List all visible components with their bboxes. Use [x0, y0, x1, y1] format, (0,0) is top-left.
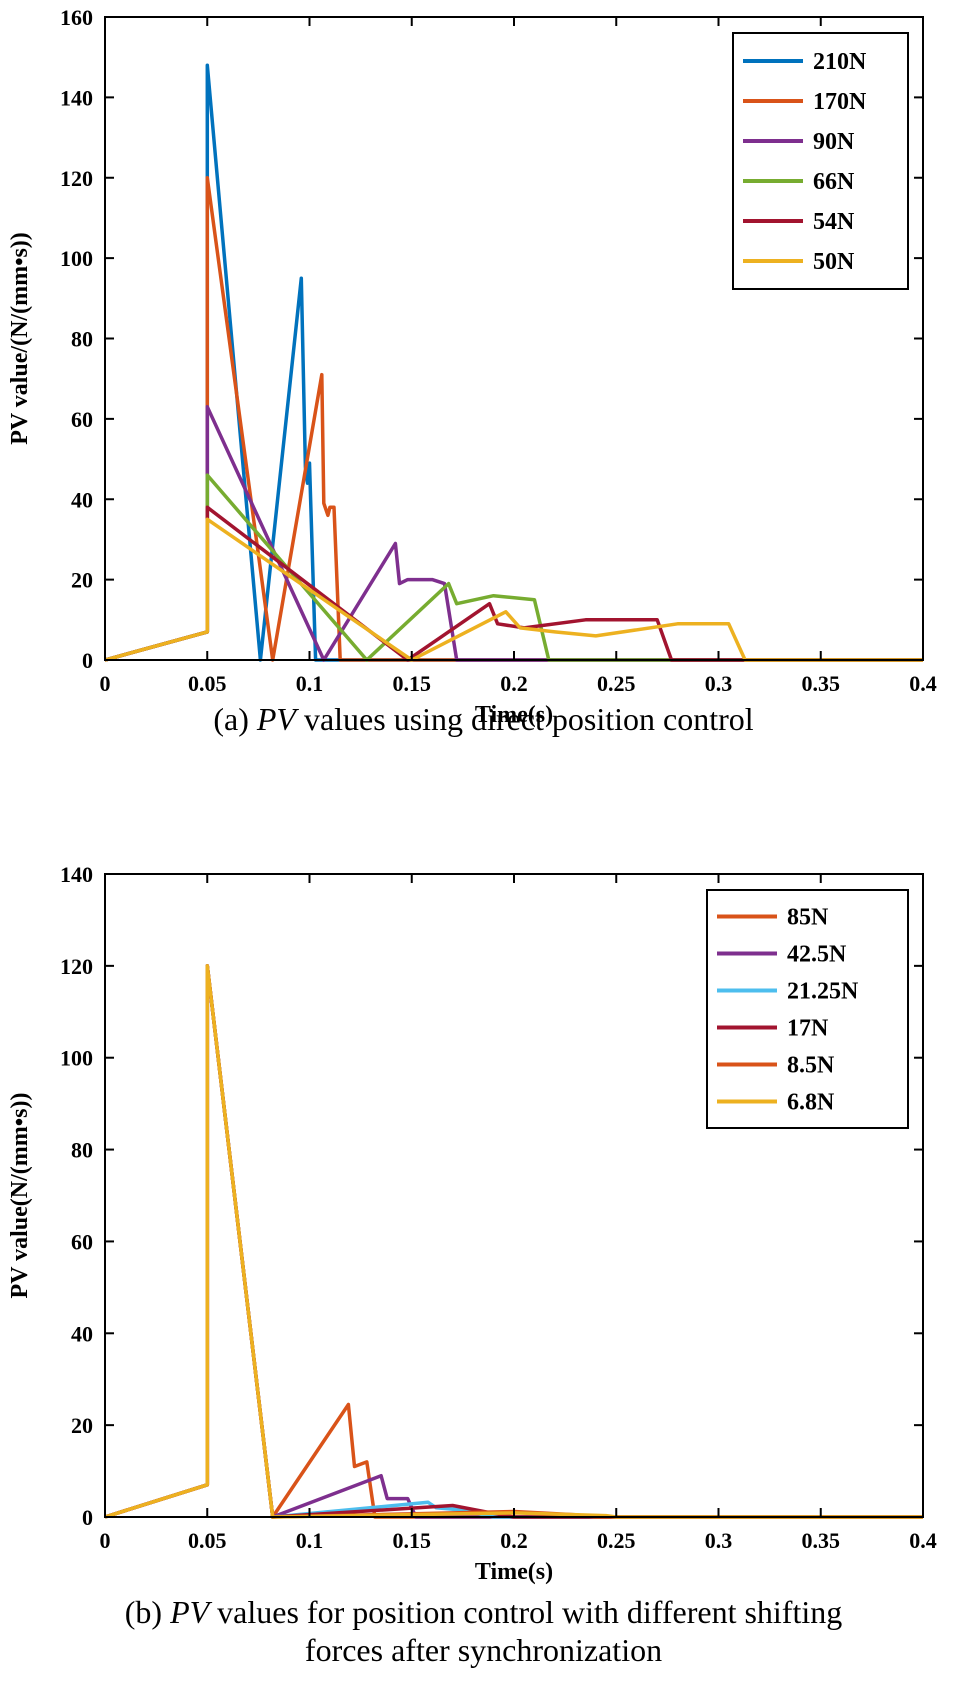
chart-b-legend-label: 42.5N — [787, 942, 847, 968]
chart-a-caption-label: (a) — [213, 701, 249, 737]
chart-a-series-line-5 — [104, 517, 923, 662]
chart-b-y-tick-label: 60 — [71, 1229, 93, 1254]
chart-b-y-tick-label: 80 — [71, 1138, 93, 1163]
chart-a-y-tick-label: 120 — [60, 166, 93, 191]
chart-b-y-tick-label: 140 — [60, 862, 93, 887]
chart-a-y-tick-label: 140 — [60, 85, 93, 110]
chart-b: 0 0.05 0.1 0.15 0.2 0.25 0.3 0.35 0.4 0 20 40 60 80 10… — [7, 862, 937, 1585]
chart-b-x-tick-label: 0.15 — [393, 1528, 432, 1553]
chart-b-x-tick-label: 0.3 — [705, 1528, 733, 1553]
chart-a-y-tick-label: 40 — [71, 487, 93, 512]
chart-a-y-tick-label: 60 — [71, 407, 93, 432]
chart-a-legend-label: 170N — [813, 89, 867, 115]
chart-b-x-tick-label: 0.4 — [909, 1528, 937, 1553]
chart-a-caption: (a) PV values using direct position cont… — [0, 700, 967, 738]
chart-b-y-tick-label: 0 — [82, 1505, 93, 1530]
chart-b-x-axis-label: Time(s) — [475, 1559, 553, 1585]
chart-a-x-tick-label: 0.35 — [802, 671, 841, 696]
chart-a-series-line-4 — [104, 505, 923, 662]
chart-a-legend-box — [732, 32, 909, 290]
chart-b-legend-box — [706, 889, 909, 1129]
chart-a-legend-label: 90N — [813, 129, 855, 155]
chart-a-series-layer — [104, 63, 923, 662]
chart-b-x-tick-label: 0.1 — [296, 1528, 324, 1553]
chart-b-caption-line2: forces after synchronization — [304, 1632, 663, 1668]
chart-a-x-tick-label: 0.15 — [393, 671, 432, 696]
chart-b-legend-label: 8.5N — [787, 1053, 835, 1079]
chart-b-caption-text: values for position control with differe… — [217, 1594, 843, 1630]
chart-a-x-tick-label: 0 — [100, 671, 111, 696]
chart-a-x-tick-label: 0.2 — [500, 671, 528, 696]
chart-a-legend-label: 54N — [813, 209, 855, 235]
chart-a-y-tick-label: 0 — [82, 648, 93, 673]
chart-a-legend-label: 50N — [813, 249, 855, 275]
chart-a-y-tick-label: 100 — [60, 246, 93, 271]
chart-a-caption-italic: PV — [256, 701, 296, 737]
chart-a-legend: 210N 170N 90N 66N 54N 50N — [732, 32, 909, 290]
chart-b-caption-label: (b) — [124, 1594, 163, 1630]
chart-b-x-tick-label: 0.25 — [597, 1528, 636, 1553]
chart-b-x-tick-label: 0.2 — [500, 1528, 528, 1553]
chart-a-x-tick-label: 0.25 — [597, 671, 636, 696]
chart-a-x-axis-label: Time(s) — [475, 702, 553, 728]
chart-a-y-axis-label: PV value/(N/(mm•s)) — [7, 232, 33, 445]
chart-b-x-tick-label: 0 — [100, 1528, 111, 1553]
chart-b-y-tick-label: 100 — [60, 1046, 93, 1071]
chart-b-legend-label: 6.8N — [787, 1090, 835, 1116]
chart-a-y-tick-label: 160 — [60, 5, 93, 30]
chart-b-legend-label: 85N — [787, 905, 829, 931]
chart-b-legend: 85N 42.5N 21.25N 17N 8.5N 6.8N — [706, 889, 909, 1129]
chart-b-x-tick-label: 0.05 — [188, 1528, 227, 1553]
chart-a: 0 0.05 0.1 0.15 0.2 0.25 0.3 0.35 0.4 0 20 40 60 80 10… — [7, 5, 937, 728]
chart-b-legend-label: 17N — [787, 1016, 829, 1042]
chart-a-x-tick-label: 0.3 — [705, 671, 733, 696]
chart-b-y-axis-label: PV value(N/(mm•s)) — [7, 1093, 33, 1299]
chart-b-legend-label: 21.25N — [787, 979, 859, 1005]
chart-a-y-tick-label: 80 — [71, 327, 93, 352]
chart-a-x-tick-label: 0.4 — [909, 671, 937, 696]
chart-a-caption-text: values using direct position control — [303, 701, 754, 737]
chart-b-ticks: 0 0.05 0.1 0.15 0.2 0.25 0.3 0.35 0.4 0 20 40 60 80 10… — [60, 862, 937, 1553]
chart-a-legend-label: 66N — [813, 169, 855, 195]
chart-b-caption-italic: PV — [170, 1594, 210, 1630]
chart-b-series-layer — [104, 964, 923, 1519]
chart-b-y-tick-label: 120 — [60, 954, 93, 979]
chart-a-x-tick-label: 0.05 — [188, 671, 227, 696]
chart-a-series-line-3 — [104, 473, 923, 662]
chart-a-ticks: 0 0.05 0.1 0.15 0.2 0.25 0.3 0.35 0.4 0 20 40 60 80 10… — [60, 5, 937, 696]
chart-a-series-line-1 — [104, 176, 923, 662]
chart-a-y-tick-label: 20 — [71, 568, 93, 593]
chart-b-y-tick-label: 20 — [71, 1413, 93, 1438]
chart-b-y-tick-label: 40 — [71, 1321, 93, 1346]
chart-a-x-tick-label: 0.1 — [296, 671, 324, 696]
chart-a-legend-label: 210N — [813, 49, 867, 75]
chart-b-x-tick-label: 0.35 — [802, 1528, 841, 1553]
chart-b-caption: (b) PV values for position control with … — [0, 1593, 967, 1669]
